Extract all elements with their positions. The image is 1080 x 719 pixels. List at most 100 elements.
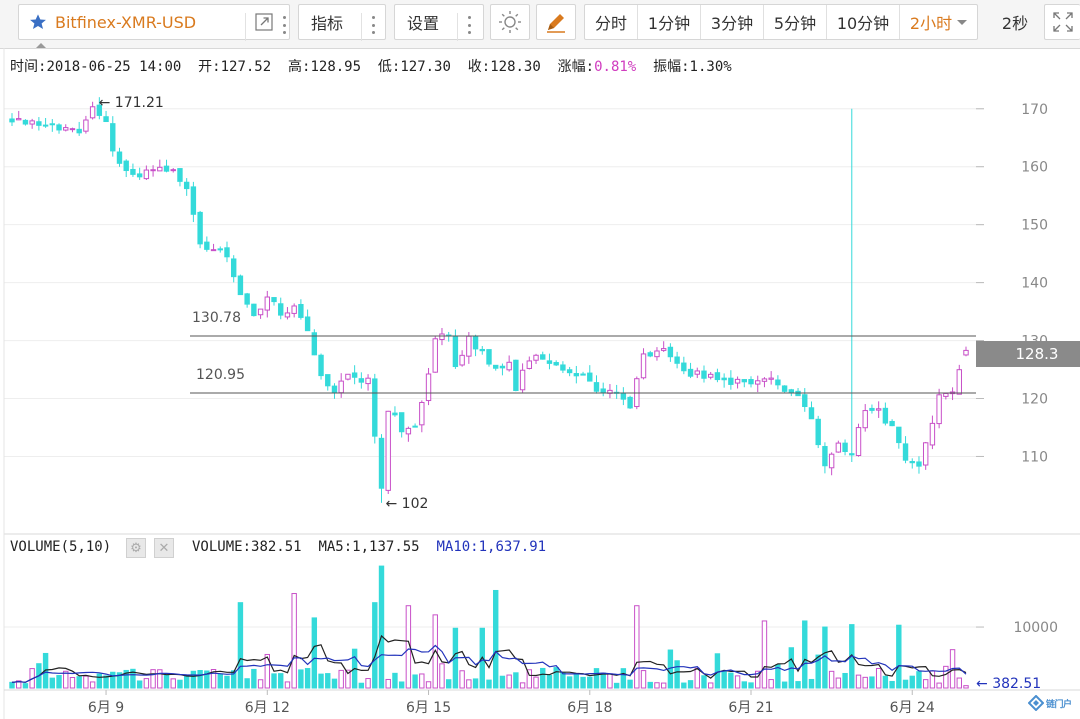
price-tick-label: 150	[1021, 218, 1048, 234]
volume-bar	[882, 675, 889, 689]
candle-body	[56, 124, 62, 131]
volume-bar	[63, 670, 69, 689]
candle-body	[902, 443, 909, 461]
candle-body	[170, 169, 176, 172]
candle-body	[828, 453, 835, 469]
volume-bar	[546, 674, 553, 689]
volume-bar	[519, 682, 526, 689]
volume-bar	[640, 670, 647, 689]
candle-body	[16, 118, 22, 121]
volume-bar	[889, 680, 895, 689]
symbol-selector[interactable]: Bitfinex-XMR-USD	[18, 4, 290, 41]
volume-bar	[103, 675, 109, 689]
candle-body	[922, 442, 929, 466]
volume-bar	[956, 677, 962, 689]
candle-body	[432, 338, 438, 373]
candle-body	[197, 211, 203, 245]
candle-body	[143, 169, 150, 180]
volume-bar	[472, 678, 479, 689]
volume-bar	[909, 675, 915, 689]
volume-bar	[157, 669, 163, 689]
volume-bar	[398, 681, 405, 689]
interval-item[interactable]: 10分钟	[827, 5, 900, 39]
candle-body	[802, 394, 808, 408]
candle-body	[815, 418, 821, 446]
candle-body	[257, 308, 264, 316]
popout-icon[interactable]	[255, 13, 273, 31]
volume-ma-lines	[11, 634, 967, 683]
candle-body	[681, 362, 687, 372]
candle-body	[849, 453, 855, 456]
volume-bar	[378, 565, 385, 689]
draw-tool-button[interactable]	[536, 4, 576, 40]
candle-body	[593, 382, 600, 392]
interval-selected-dropdown[interactable]: 2小时	[900, 5, 977, 39]
volume-bar	[42, 652, 49, 689]
volume-bar	[600, 672, 606, 689]
interval-item[interactable]: 5分钟	[764, 5, 827, 39]
candle-body	[526, 360, 533, 369]
volume-bar	[734, 675, 741, 689]
candle-body	[929, 422, 936, 446]
volume-bar	[593, 668, 600, 689]
candle-body	[89, 106, 96, 119]
candle-body	[459, 354, 465, 366]
time-tick-label: 6月 24	[890, 700, 935, 716]
volume-bar	[372, 602, 378, 689]
candle-body	[513, 359, 519, 392]
star-icon[interactable]	[29, 13, 47, 31]
volume-bar	[936, 682, 942, 689]
ma10-line	[11, 644, 967, 683]
volume-settings-button[interactable]: ⚙	[126, 538, 146, 558]
volume-bar	[345, 669, 351, 689]
volume-bar	[540, 667, 546, 689]
fullscreen-button[interactable]	[1044, 4, 1080, 40]
theme-toggle-button[interactable]	[490, 4, 530, 40]
volume-bar	[553, 667, 559, 689]
candle-body	[909, 461, 915, 464]
symbol-name: Bitfinex-XMR-USD	[55, 12, 197, 32]
change-label: 涨幅:	[557, 59, 595, 75]
interval-item[interactable]: 3分钟	[701, 5, 764, 39]
caret-down-icon	[957, 19, 968, 25]
candle-body	[533, 354, 539, 361]
volume-bar	[143, 678, 150, 689]
candle-body	[687, 368, 694, 377]
close-value: 128.30	[490, 59, 541, 75]
amplitude-value: 1.30%	[689, 59, 732, 75]
candle-body	[103, 116, 109, 123]
candle-body	[49, 123, 56, 126]
indicator-more-icon[interactable]	[371, 16, 375, 34]
settings-button[interactable]: 设置	[394, 4, 484, 41]
interval-item[interactable]: 1分钟	[638, 5, 701, 39]
interval-item[interactable]: 分时	[585, 5, 638, 39]
candle-body	[412, 425, 418, 428]
volume-bar	[49, 677, 56, 689]
volume-bar	[439, 663, 445, 689]
candle-body	[822, 446, 828, 467]
candle-body	[560, 364, 566, 371]
interval-label: 1分钟	[647, 14, 691, 33]
candle-body	[76, 128, 82, 134]
refresh-rate[interactable]: 2秒	[992, 4, 1038, 40]
candle-body	[775, 379, 781, 386]
symbol-more-icon[interactable]	[282, 16, 286, 34]
volume-close-button[interactable]: ✕	[154, 538, 174, 558]
candle-body	[607, 389, 613, 394]
candle-body	[157, 166, 163, 172]
candle-body	[936, 394, 942, 425]
candle-body	[190, 186, 197, 215]
candle-body	[795, 390, 801, 397]
settings-more-icon[interactable]	[467, 16, 471, 34]
candle-body	[251, 303, 257, 317]
volume-bar	[963, 685, 969, 689]
volume-bar	[808, 678, 815, 689]
volume-bar	[445, 679, 452, 689]
ma5-value: 1,137.55	[352, 539, 420, 555]
volume-bar	[560, 672, 566, 689]
indicator-button[interactable]: 指标	[298, 4, 386, 41]
volume-bar	[331, 678, 338, 689]
volume-bar	[96, 673, 103, 689]
volume-bar	[405, 605, 412, 689]
